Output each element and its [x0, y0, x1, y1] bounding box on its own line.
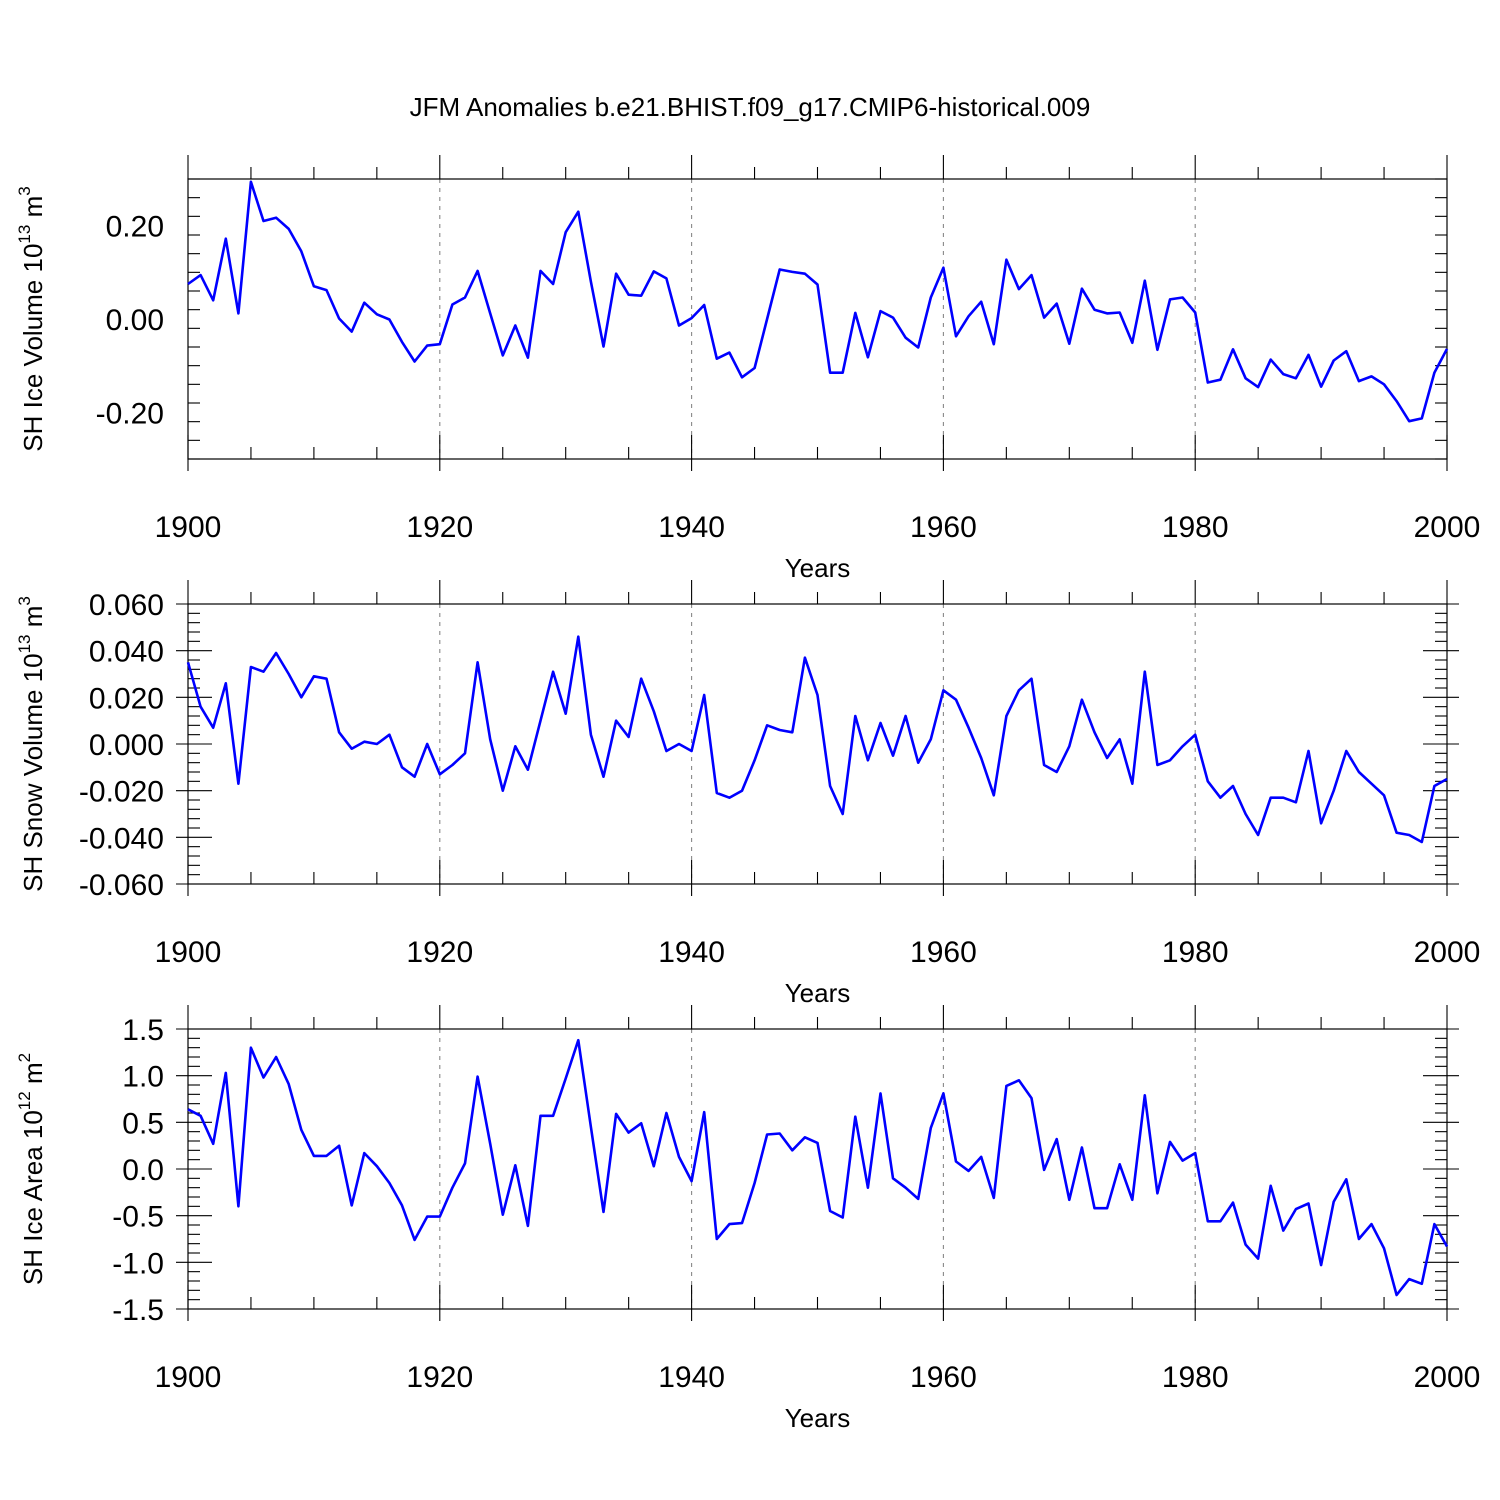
- y-tick-label: 0.5: [122, 1107, 164, 1140]
- x-tick-label: 1900: [155, 1361, 222, 1394]
- y-title-base: SH Ice Volume 10: [18, 244, 48, 452]
- y-title-unit-exponent: 3: [15, 186, 34, 195]
- y-title-base: SH Snow Volume 10: [18, 653, 48, 891]
- x-tick-label: 1980: [1162, 1361, 1229, 1394]
- chart-title: JFM Anomalies b.e21.BHIST.f09_g17.CMIP6-…: [410, 92, 1091, 122]
- y-title-unit: m: [18, 606, 48, 635]
- x-tick-label: 1940: [658, 936, 725, 969]
- series-line: [187, 1038, 1449, 1297]
- panel-ice-area: 1900 1920 1940 1960 1980 2000 -1.5 -1.0 -0.5 0.0…: [15, 1005, 1480, 1433]
- y-tick-label: -0.20: [96, 397, 164, 430]
- x-tick-label: 1960: [910, 936, 977, 969]
- x-tick-label: 1920: [406, 1361, 473, 1394]
- y-title-exponent: 12: [15, 1091, 34, 1110]
- plot-frame: [187, 1028, 1448, 1310]
- x-tick-label: 1900: [155, 511, 222, 544]
- y-axis-title: SH Ice Volume 1013 m3: [15, 186, 48, 451]
- y-tick-label: 0.0: [122, 1154, 164, 1187]
- x-axis-title: Years: [785, 553, 851, 583]
- y-tick-label: 0.00: [106, 304, 164, 337]
- y-axis-title: SH Ice Area 1012 m2: [15, 1053, 48, 1285]
- y-tick-label: -0.020: [79, 776, 164, 809]
- y-tick-label: -0.5: [112, 1201, 164, 1234]
- y-tick-label: 0.020: [89, 682, 164, 715]
- x-tick-label: 2000: [1414, 936, 1481, 969]
- y-tick-label: 0.20: [106, 211, 164, 244]
- y-title-base: SH Ice Area 10: [18, 1110, 48, 1285]
- y-tick-label: 1.0: [122, 1061, 164, 1094]
- y-tick-label: -1.5: [112, 1294, 164, 1327]
- panel-ice-volume: 1900 1920 1940 1960 1980 2000 -0.20 0.00 0.20 Y…: [15, 155, 1480, 583]
- y-tick-label: 0.040: [89, 636, 164, 669]
- x-tick-label: 2000: [1414, 511, 1481, 544]
- y-tick-label: 0.000: [89, 729, 164, 762]
- x-tick-label: 1980: [1162, 936, 1229, 969]
- x-tick-label: 1920: [406, 511, 473, 544]
- y-tick-label: -0.060: [79, 869, 164, 902]
- y-title-unit: m: [18, 1062, 48, 1091]
- y-tick-label: 0.060: [89, 589, 164, 622]
- series-line: [187, 180, 1449, 423]
- y-title-unit: m: [18, 196, 48, 225]
- y-tick-label: 1.5: [122, 1014, 164, 1047]
- x-tick-label: 1960: [910, 1361, 977, 1394]
- y-tick-label: -0.040: [79, 822, 164, 855]
- series-line: [186, 635, 1448, 844]
- x-tick-label: 1920: [406, 936, 473, 969]
- x-axis-title: Years: [785, 978, 851, 1008]
- x-tick-label: 1940: [658, 511, 725, 544]
- x-tick-label: 1980: [1162, 511, 1229, 544]
- x-axis-title: Years: [785, 1403, 851, 1433]
- x-tick-label: 2000: [1414, 1361, 1481, 1394]
- x-tick-label: 1900: [155, 936, 222, 969]
- x-tick-label: 1960: [910, 511, 977, 544]
- panel-snow-volume: 1900 1920 1940 1960 1980 2000 -0.060 -0.040 -0.…: [15, 580, 1480, 1008]
- y-title-exponent: 13: [15, 634, 34, 653]
- y-title-exponent: 13: [15, 225, 34, 244]
- y-tick-label: -1.0: [112, 1247, 164, 1280]
- plot-frame: [187, 178, 1448, 460]
- y-title-unit-exponent: 3: [15, 596, 34, 605]
- x-tick-label: 1940: [658, 1361, 725, 1394]
- y-title-unit-exponent: 2: [15, 1053, 34, 1062]
- y-axis-title: SH Snow Volume 1013 m3: [15, 596, 48, 892]
